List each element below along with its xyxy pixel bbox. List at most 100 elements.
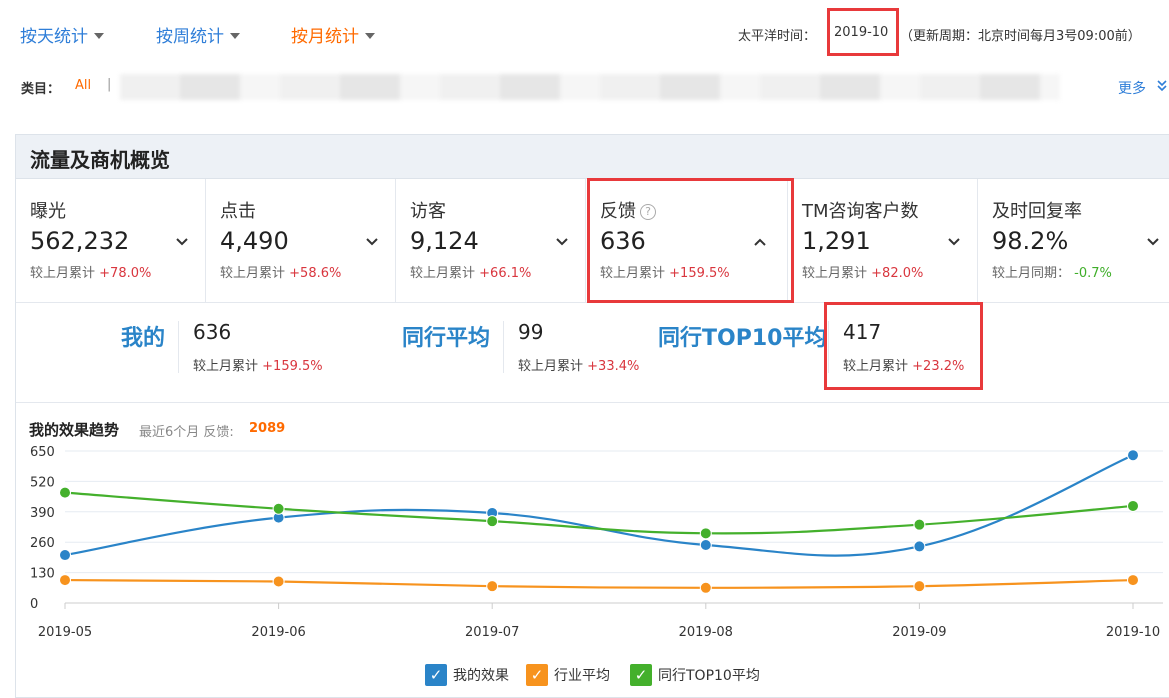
checkbox-checked-icon[interactable]: ✓ (526, 664, 548, 686)
category-bar: 类目： All | 更多 (0, 68, 1169, 108)
metric-change: +58.6% (289, 266, 342, 281)
highlight-box (827, 8, 899, 56)
trend-meta: 最近6个月 反馈: (139, 425, 234, 440)
metric-name: 访客 (410, 201, 446, 222)
mine-value: 636 (193, 320, 232, 344)
peer-avg-value: 99 (518, 320, 544, 344)
metric-compare-label: 较上月累计 (220, 266, 286, 281)
peer-comparison-row: 我的 636 较上月累计 +159.5% 同行平均 99 较上月累计 +33.4… (16, 303, 1169, 403)
metric-card-exposure[interactable]: 曝光 562,232 较上月累计 +78.0% (16, 179, 206, 303)
legend-label: 行业平均 (554, 668, 610, 684)
top10-avg-compare: 较上月累计 +23.2% (843, 355, 964, 374)
chevron-down-icon[interactable] (175, 235, 189, 249)
metric-compare-label: 较上月累计 (802, 266, 868, 281)
metric-compare: 较上月累计 +66.1% (410, 262, 531, 281)
peer-avg-compare-label: 较上月累计 (518, 359, 584, 374)
metric-card-visitors[interactable]: 访客 9,124 较上月累计 +66.1% (396, 179, 586, 303)
metric-name: 反馈? (600, 197, 656, 223)
metric-name-text: 反馈 (600, 201, 636, 222)
metric-name: TM咨询客户数 (802, 201, 919, 222)
legend-item-industry[interactable]: ✓ 行业平均 (526, 664, 610, 686)
top10-avg-change: +23.2% (912, 359, 965, 374)
tab-monthly[interactable]: 按月统计 (291, 22, 375, 47)
help-icon[interactable]: ? (640, 204, 656, 220)
divider (178, 321, 179, 373)
highlight-box (824, 302, 983, 390)
metric-change: -0.7% (1074, 266, 1112, 281)
top-bar: 按天统计 按周统计 按月统计 太平洋时间： 2019-10 （更新周期：北京时间… (0, 0, 1169, 68)
tab-daily-label: 按天统计 (20, 27, 88, 47)
metric-compare: 较上月累计 +58.6% (220, 262, 341, 281)
metric-card-reply-rate[interactable]: 及时回复率 98.2% 较上月同期： -0.7% (978, 179, 1169, 303)
divider (503, 321, 504, 373)
metric-compare: 较上月累计 +159.5% (600, 262, 730, 281)
mine-compare: 较上月累计 +159.5% (193, 355, 323, 374)
metric-compare-label: 较上月累计 (30, 266, 96, 281)
category-label: 类目： (21, 82, 61, 97)
trend-count: 2089 (249, 421, 286, 436)
metric-name: 曝光 (30, 201, 66, 222)
metric-name: 点击 (220, 201, 256, 222)
chevron-down-icon[interactable] (555, 235, 569, 249)
mine-compare-label: 较上月累计 (193, 359, 259, 374)
metric-compare-label: 较上月累计 (600, 266, 666, 281)
mine-label: 我的 (121, 326, 166, 351)
metric-compare-label: 较上月同期： (992, 266, 1071, 281)
caret-down-icon (365, 32, 375, 39)
metric-value: 636 (600, 227, 646, 255)
legend-label: 同行TOP10平均 (658, 668, 760, 684)
checkbox-checked-icon[interactable]: ✓ (630, 664, 652, 686)
metric-change: +78.0% (99, 266, 152, 281)
tab-weekly[interactable]: 按周统计 (156, 22, 240, 47)
metric-compare-label: 较上月累计 (410, 266, 476, 281)
double-chevron-down-icon[interactable] (1157, 80, 1167, 95)
metric-value: 9,124 (410, 227, 479, 255)
peer-avg-compare: 较上月累计 +33.4% (518, 355, 639, 374)
panel-title: 流量及商机概览 (30, 148, 170, 172)
category-all-link[interactable]: All (75, 78, 92, 93)
legend-item-top10[interactable]: ✓ 同行TOP10平均 (630, 664, 760, 686)
metric-name: 及时回复率 (992, 201, 1082, 222)
metric-card-feedback[interactable]: 反馈? 636 较上月累计 +159.5% (586, 179, 788, 303)
metric-card-clicks[interactable]: 点击 4,490 较上月累计 +58.6% (206, 179, 396, 303)
chevron-up-icon[interactable] (753, 235, 767, 249)
metrics-row: 曝光 562,232 较上月累计 +78.0% 点击 4,490 较上月累计 +… (16, 179, 1169, 303)
update-cycle-note: （更新周期：北京时间每月3号09:00前） (900, 29, 1141, 44)
panel-header: 流量及商机概览 (16, 135, 1169, 179)
mine-change: +159.5% (262, 359, 323, 374)
metric-value: 1,291 (802, 227, 871, 255)
peer-avg-change: +33.4% (587, 359, 640, 374)
legend-label: 我的效果 (453, 668, 509, 684)
timezone-month-value[interactable]: 2019-10 (834, 25, 889, 40)
peer-avg-label: 同行平均 (402, 326, 491, 351)
metric-compare: 较上月累计 +78.0% (30, 262, 151, 281)
tab-monthly-label: 按月统计 (291, 27, 359, 47)
chevron-down-icon[interactable] (1146, 235, 1160, 249)
metric-compare: 较上月同期： -0.7% (992, 262, 1112, 281)
metric-change: +159.5% (669, 266, 730, 281)
tab-weekly-label: 按周统计 (156, 27, 224, 47)
top10-avg-value: 417 (843, 320, 882, 344)
caret-down-icon (94, 32, 104, 39)
chevron-down-icon[interactable] (365, 235, 379, 249)
metric-value: 562,232 (30, 227, 130, 255)
metric-card-tm-consult[interactable]: TM咨询客户数 1,291 较上月累计 +82.0% (788, 179, 978, 303)
metric-change: +66.1% (479, 266, 532, 281)
checkbox-checked-icon[interactable]: ✓ (425, 664, 447, 686)
traffic-overview-panel: 流量及商机概览 曝光 562,232 较上月累计 +78.0% 点击 4,490… (15, 134, 1169, 698)
legend-item-mine[interactable]: ✓ 我的效果 (425, 664, 509, 686)
category-separator: | (107, 77, 112, 92)
divider (828, 321, 829, 373)
top10-avg-label: 同行TOP10平均 (658, 326, 827, 351)
metric-compare: 较上月累计 +82.0% (802, 262, 923, 281)
more-categories-link[interactable]: 更多 (1118, 81, 1146, 97)
chevron-down-icon[interactable] (947, 235, 961, 249)
timezone-label: 太平洋时间： (738, 29, 817, 44)
highlight-box (587, 178, 794, 303)
metric-value: 98.2% (992, 227, 1069, 255)
metric-value: 4,490 (220, 227, 289, 255)
trend-title: 我的效果趋势 (29, 421, 120, 439)
tab-daily[interactable]: 按天统计 (20, 22, 104, 47)
caret-down-icon (230, 32, 240, 39)
metric-change: +82.0% (871, 266, 924, 281)
